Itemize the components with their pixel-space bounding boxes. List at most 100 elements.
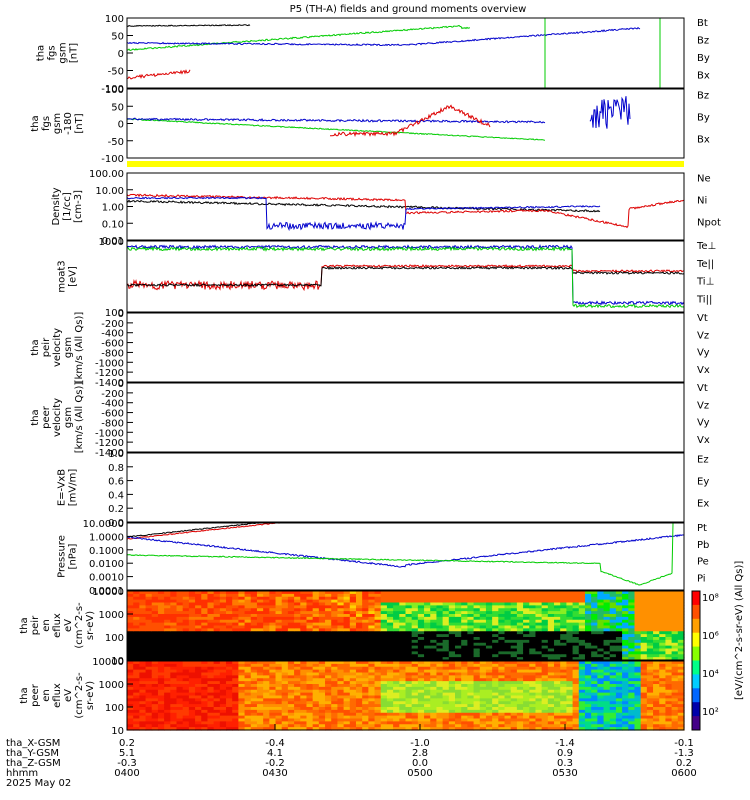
legend-vy: Vy	[697, 418, 710, 429]
y-axis-label: E=-VxB [mV/m]	[57, 469, 79, 507]
colorbar	[691, 590, 701, 731]
ni-line	[126, 199, 601, 213]
y-tick-label: -50	[108, 137, 124, 148]
colorbar-tick: 10²	[702, 707, 719, 718]
y-tick-label: -200	[101, 389, 124, 400]
y-tick-label: 100	[105, 85, 124, 96]
colorbar-segment	[692, 716, 700, 731]
y-label-line: peir	[41, 337, 52, 357]
y-label-line: sr-eV)	[85, 611, 96, 640]
x-tick-label: 2.8	[412, 748, 428, 759]
colorbar-segment	[692, 646, 700, 661]
x-tick-label: 4.1	[267, 748, 283, 759]
colorbar-segment	[692, 702, 700, 717]
panel-frame	[126, 312, 685, 383]
y-tick-label: 10000	[92, 587, 124, 598]
y-axis-label: tha fgs gsm [nT]	[36, 42, 80, 63]
te-par-line	[126, 265, 685, 288]
y-label-line: [km/s (All Qs)]	[74, 382, 85, 454]
colorbar-label-text: [eV/(cm^2-s-sr-eV) (All Qs)]	[734, 561, 745, 700]
y-label-line: [nT]	[69, 43, 80, 63]
y-label-line: velocity	[52, 328, 63, 367]
legend-ey: Ey	[697, 477, 709, 488]
colorbar-segment	[692, 674, 700, 689]
y-label-line: peir	[30, 615, 41, 635]
legend-npot: Npot	[697, 218, 721, 229]
te-perp-line	[126, 263, 685, 292]
x-tick-label: 0600	[671, 768, 696, 779]
y-label-line: -180	[63, 112, 74, 135]
y-label-line: eflux	[52, 683, 63, 708]
pi-line	[126, 534, 685, 568]
bx-line	[126, 117, 546, 124]
panel-frame	[126, 382, 685, 453]
y-tick-label: 0	[118, 379, 124, 390]
y-label-line: eV	[63, 689, 74, 702]
y-label-line: [nPa]	[68, 543, 79, 569]
y-label-line: velocity	[52, 398, 63, 437]
ne-line	[126, 193, 685, 229]
x-tick-label: 0400	[114, 768, 139, 779]
y-label-line: tha	[30, 115, 41, 131]
x-row-label: tha_Y-GSM	[6, 748, 59, 759]
y-label-line: moat3	[57, 260, 68, 292]
y-tick-label: 50	[111, 102, 124, 113]
legend-vx: Vx	[697, 435, 710, 446]
x-tick-label: -1.4	[555, 738, 575, 749]
legend-te⊥: Te⊥	[696, 241, 716, 252]
legend-bz: Bz	[697, 36, 709, 47]
bt-line	[126, 24, 251, 27]
y-label-line: [km/s (All Qs)]	[74, 312, 85, 384]
y-tick-label: -800	[101, 348, 124, 359]
panel-frame	[126, 240, 685, 313]
colorbar-segment	[692, 688, 700, 703]
colorbar-label: [eV/(cm^2-s-sr-eV) (All Qs)]	[734, 561, 745, 700]
y-axis-label: tha peer velocity gsm [km/s (All Qs)]	[30, 382, 85, 454]
y-tick-label: -1200	[95, 438, 124, 449]
y-tick-label: -400	[101, 329, 124, 340]
y-axis-label: tha peir en eflux eV (cm^2-s-sr-eV)	[19, 602, 96, 649]
y-tick-label: 10000	[92, 657, 124, 668]
legend-vz: Vz	[697, 400, 709, 411]
legend-by: By	[697, 113, 710, 124]
bx-line	[126, 26, 641, 47]
y-tick-label: 0.0	[108, 518, 124, 529]
y-label-line: (cm^2-s-	[74, 672, 85, 719]
y-label-line: tha	[19, 617, 30, 633]
y-tick-label: 1.0	[108, 449, 124, 460]
legend-by: By	[697, 53, 710, 64]
bz-line	[126, 69, 191, 80]
y-label-line: Density	[51, 187, 62, 225]
legend-te||: Te||	[696, 259, 714, 270]
y-tick-label: 100.00	[89, 169, 124, 180]
x-tick-label: -1.0	[410, 738, 430, 749]
ti-par-line	[126, 246, 685, 309]
y-tick-label: -100	[101, 84, 124, 95]
y-tick-label: -1400	[95, 448, 124, 459]
legend-ti||: Ti||	[696, 294, 712, 305]
y-label-line: sr-eV)	[85, 681, 96, 710]
y-label-line: [1/cc]	[62, 192, 73, 221]
legend-vz: Vz	[697, 330, 709, 341]
y-tick-label: -1400	[95, 378, 124, 389]
y-tick-label: 50	[111, 32, 124, 43]
y-tick-label: 10	[111, 726, 124, 737]
date-label: 2025 May 02	[6, 778, 71, 789]
legend-vt: Vt	[697, 313, 708, 324]
y-tick-label: 100	[105, 703, 124, 714]
y-label-line: [eV]	[68, 266, 79, 287]
legend-vy: Vy	[697, 348, 710, 359]
y-tick-label: -600	[101, 339, 124, 350]
x-tick-label: 0.2	[676, 758, 692, 769]
y-tick-label: -600	[101, 409, 124, 420]
y-label-line: fgs	[41, 116, 52, 131]
y-label-line: eV	[63, 619, 74, 632]
y-tick-label: -800	[101, 418, 124, 429]
ion-spectrogram	[127, 591, 685, 661]
y-tick-label: 0.0100	[89, 559, 124, 570]
legend-vt: Vt	[697, 383, 708, 394]
y-label-line: fgs	[47, 45, 58, 60]
pe-line	[126, 522, 684, 586]
